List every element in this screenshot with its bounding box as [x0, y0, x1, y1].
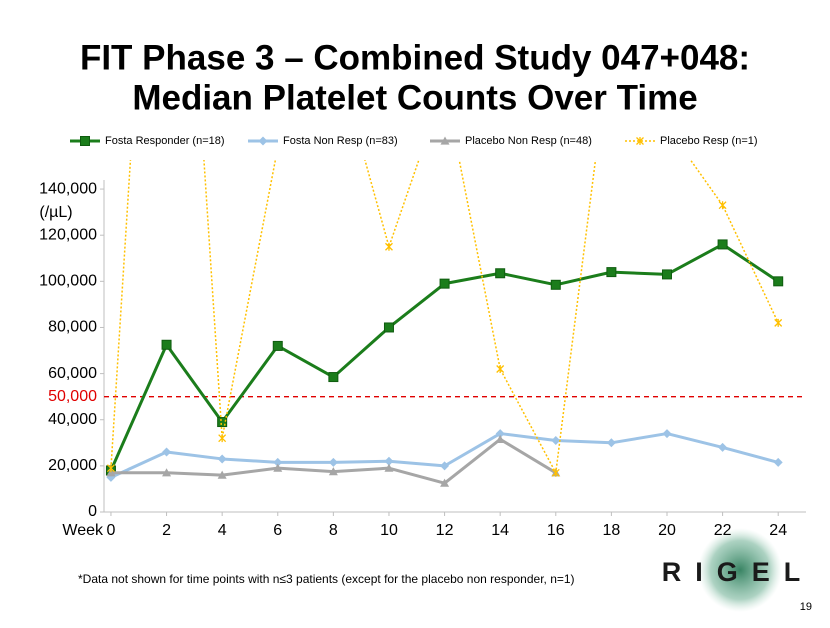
logo: RIGEL [662, 557, 815, 587]
x-tick-label: 8 [329, 522, 338, 539]
x-tick-label: 6 [273, 522, 282, 539]
marker [718, 442, 728, 452]
marker [328, 372, 339, 383]
marker [774, 318, 783, 327]
marker [440, 478, 450, 487]
x-axis-label: Week [62, 522, 104, 539]
legend-marker [80, 136, 90, 146]
marker [773, 457, 783, 467]
y-tick-label: 140,000 [39, 180, 97, 197]
x-tick-label: 2 [162, 522, 171, 539]
marker [328, 457, 338, 467]
legend-label: Placebo Non Resp (n=48) [465, 135, 592, 147]
marker [217, 417, 228, 428]
x-tick-label: 22 [714, 522, 732, 539]
marker [106, 464, 115, 473]
marker [606, 267, 617, 278]
reference-label: 50,000 [48, 388, 97, 405]
marker [273, 457, 283, 467]
x-tick-label: 12 [436, 522, 454, 539]
marker [495, 429, 505, 439]
marker [273, 463, 283, 472]
legend-marker [258, 136, 268, 146]
legend-marker [440, 136, 450, 145]
marker [439, 278, 450, 289]
x-tick-label: 16 [547, 522, 565, 539]
series-line [110, 432, 779, 479]
marker [328, 467, 338, 476]
x-tick-label: 20 [658, 522, 676, 539]
marker [551, 468, 560, 477]
marker [551, 435, 561, 445]
marker [384, 463, 394, 472]
marker [106, 468, 116, 477]
marker [663, 123, 670, 131]
legend-label: Placebo Resp (n=1) [660, 135, 758, 147]
y-tick-label: 0 [88, 503, 97, 520]
marker [162, 447, 172, 457]
legend-marker [636, 137, 644, 145]
legend-label: Fosta Responder (n=18) [105, 135, 225, 147]
x-tick-label: 14 [491, 522, 509, 539]
marker [385, 242, 393, 251]
marker [495, 268, 506, 279]
marker [384, 456, 394, 466]
y-tick-label: 80,000 [48, 319, 97, 336]
marker [162, 468, 172, 477]
marker [218, 434, 227, 443]
y-axis-label: (/µL) [39, 204, 72, 221]
x-tick-label: 0 [106, 522, 115, 539]
x-tick-label: 10 [380, 522, 398, 539]
y-tick-label: 20,000 [48, 457, 97, 474]
title-line: Median Platelet Counts Over Time [132, 78, 697, 117]
page-number: 19 [800, 601, 812, 613]
y-tick-label: 100,000 [39, 273, 97, 290]
title-line: FIT Phase 3 – Combined Study 047+048: [80, 38, 750, 77]
marker [717, 239, 728, 250]
marker [161, 339, 172, 350]
y-tick-label: 120,000 [39, 226, 97, 243]
marker [272, 340, 283, 351]
footnote: *Data not shown for time points with n≤3… [78, 572, 575, 586]
marker [383, 322, 394, 333]
marker [661, 269, 672, 280]
x-tick-label: 4 [218, 522, 227, 539]
marker [718, 201, 727, 210]
marker [495, 434, 505, 443]
marker [550, 279, 561, 290]
marker [606, 438, 616, 448]
marker [440, 461, 450, 471]
logo-orb [698, 528, 782, 612]
x-tick-label: 18 [602, 522, 620, 539]
marker [274, 144, 281, 152]
marker [773, 276, 784, 287]
marker [217, 470, 227, 479]
x-tick-label: 24 [769, 522, 787, 539]
legend-label: Fosta Non Resp (n=83) [283, 135, 398, 147]
y-tick-label: 60,000 [48, 365, 97, 382]
plot [105, 123, 784, 487]
marker [217, 454, 227, 464]
marker [662, 429, 672, 439]
y-tick-label: 40,000 [48, 411, 97, 428]
marker [496, 364, 505, 373]
